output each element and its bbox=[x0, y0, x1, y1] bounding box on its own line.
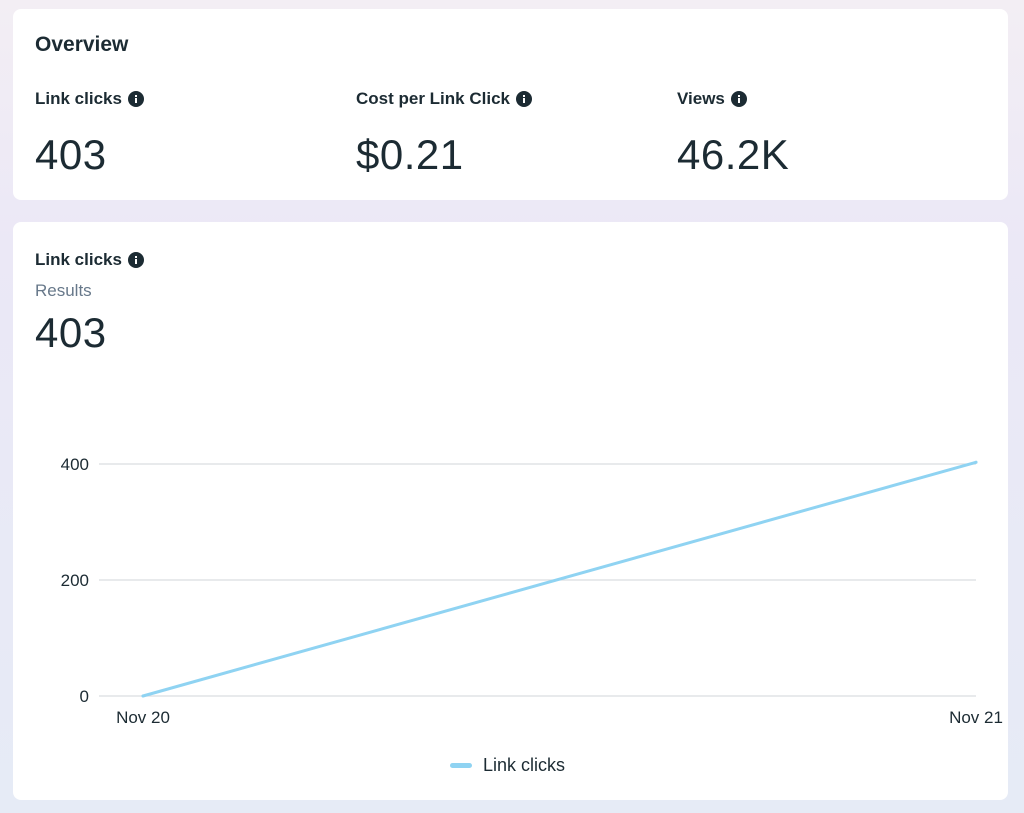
y-tick-label: 400 bbox=[61, 455, 89, 474]
overview-title: Overview bbox=[35, 33, 129, 56]
metric-value: $0.21 bbox=[356, 131, 464, 178]
y-tick-label: 0 bbox=[80, 687, 89, 706]
metric-value: 403 bbox=[35, 131, 107, 178]
data-point bbox=[141, 694, 145, 698]
y-tick-label: 200 bbox=[61, 571, 89, 590]
chart-title: Link clicks bbox=[35, 250, 122, 269]
chart-subtitle: Results bbox=[35, 281, 92, 300]
metric-value: 46.2K bbox=[677, 131, 790, 178]
series-line bbox=[141, 460, 978, 698]
overview-card: Overview Link clicks 403 Cost per Link C… bbox=[13, 9, 1008, 200]
info-icon[interactable] bbox=[515, 91, 532, 107]
metric-cost-per-link-click: Cost per Link Click $0.21 bbox=[356, 87, 532, 179]
metric-views: Views 46.2K bbox=[677, 87, 789, 179]
metric-label: Views bbox=[677, 89, 725, 108]
link-clicks-chart-card: 0 200 400 Nov 20 Nov 21 Link clicks Results … bbox=[13, 222, 1008, 800]
chart-total-value: 403 bbox=[35, 309, 107, 356]
info-icon[interactable] bbox=[127, 252, 144, 268]
x-tick-label: Nov 20 bbox=[116, 708, 170, 727]
info-icon[interactable] bbox=[730, 91, 747, 107]
chart-legend[interactable]: Link clicks bbox=[450, 755, 565, 776]
data-point bbox=[974, 460, 978, 464]
legend-label: Link clicks bbox=[483, 755, 566, 775]
legend-swatch bbox=[450, 763, 472, 768]
x-tick-label: Nov 21 bbox=[949, 708, 1003, 727]
metric-label: Cost per Link Click bbox=[356, 89, 510, 108]
line-chart: 0 200 400 Nov 20 Nov 21 bbox=[61, 455, 1003, 727]
metric-label: Link clicks bbox=[35, 89, 122, 108]
info-icon[interactable] bbox=[127, 91, 144, 107]
metric-link-clicks: Link clicks 403 bbox=[35, 87, 144, 179]
